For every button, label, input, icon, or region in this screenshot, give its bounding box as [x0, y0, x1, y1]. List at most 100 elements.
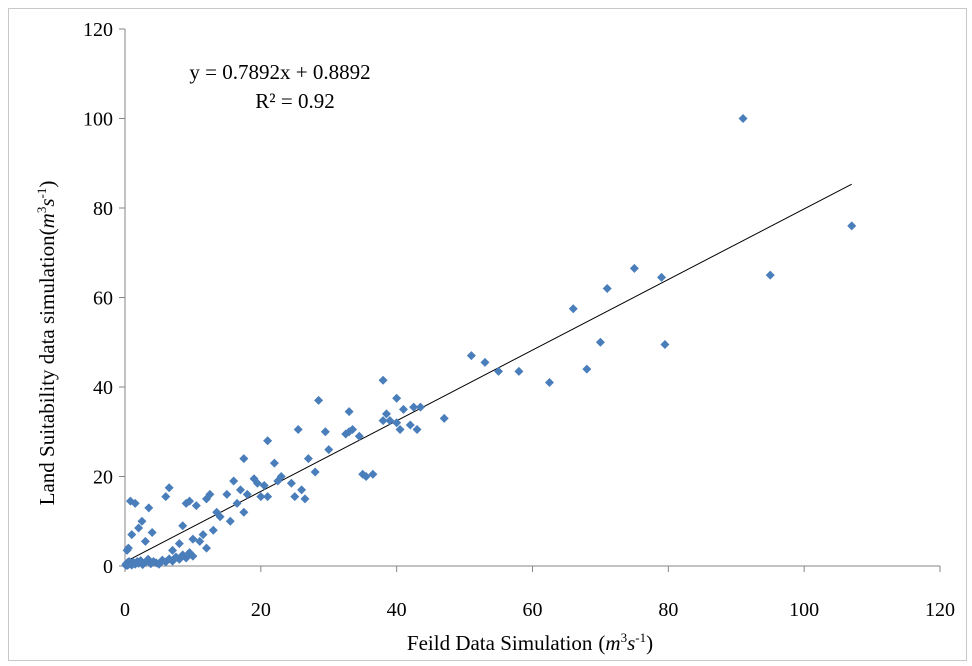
- data-point: [198, 530, 208, 540]
- data-point: [354, 431, 364, 441]
- data-point: [178, 521, 188, 531]
- data-point: [225, 516, 235, 526]
- data-point: [480, 357, 490, 367]
- data-point: [494, 366, 504, 376]
- x-tick-label: 120: [925, 599, 955, 621]
- data-point: [310, 467, 320, 477]
- data-point: [276, 472, 286, 481]
- y-unit-mid: s: [35, 198, 59, 206]
- data-point: [195, 536, 205, 546]
- data-point: [439, 413, 449, 423]
- trendline: [124, 183, 852, 563]
- x-unit-mid: s: [627, 631, 635, 655]
- y-tick-label: 120: [83, 19, 113, 41]
- x-unit-exp2: -1: [635, 630, 646, 645]
- data-point: [222, 489, 232, 499]
- data-point: [660, 339, 670, 349]
- data-point: [378, 375, 388, 385]
- data-point: [398, 404, 408, 414]
- data-point: [320, 427, 330, 437]
- r-squared-label: R² = 0.92: [255, 89, 334, 113]
- data-point: [303, 454, 313, 464]
- data-point: [188, 534, 198, 544]
- y-unit-base: m: [35, 213, 59, 228]
- data-point: [293, 425, 303, 435]
- y-axis-title-text: Land Suitability data simulation: [35, 235, 59, 506]
- data-point: [368, 469, 378, 479]
- data-point: [657, 272, 667, 282]
- x-tick-label: 40: [387, 599, 407, 621]
- data-point: [324, 445, 334, 455]
- data-point: [378, 416, 388, 426]
- data-point: [314, 395, 324, 405]
- data-point: [205, 489, 215, 499]
- data-point: [544, 378, 554, 388]
- data-point: [568, 304, 578, 314]
- data-point: [361, 472, 371, 481]
- y-tick-label: 100: [83, 109, 113, 131]
- y-tick-label: 60: [93, 288, 113, 310]
- x-axis-title: Feild Data Simulation (m3s-1): [407, 630, 653, 655]
- data-point: [514, 366, 524, 376]
- data-point: [263, 436, 273, 446]
- data-point: [595, 337, 605, 347]
- data-point: [395, 425, 405, 435]
- y-unit-exp1: 3: [34, 207, 49, 214]
- data-point: [381, 409, 391, 419]
- x-tick-label: 100: [789, 599, 819, 621]
- data-point: [405, 420, 415, 430]
- data-point: [174, 539, 184, 549]
- y-tick-label: 20: [93, 467, 113, 489]
- data-point: [208, 525, 218, 535]
- x-unit-exp1: 3: [621, 630, 628, 645]
- data-point: [235, 485, 245, 495]
- data-point: [134, 523, 144, 533]
- data-point: [263, 492, 273, 502]
- data-point: [409, 402, 419, 412]
- data-point: [348, 425, 358, 435]
- data-point: [239, 507, 249, 517]
- data-point: [300, 494, 310, 504]
- data-point: [161, 492, 171, 502]
- points-layer: [121, 114, 857, 571]
- data-point: [242, 489, 252, 499]
- data-point: [252, 478, 262, 488]
- data-point: [290, 492, 300, 502]
- y-tick-label: 80: [93, 198, 113, 220]
- x-tick-label: 0: [120, 599, 130, 621]
- trendline-equation: y = 0.7892x + 0.8892: [189, 60, 370, 84]
- data-point: [385, 416, 395, 426]
- data-point: [847, 221, 857, 231]
- data-point: [412, 425, 422, 435]
- x-unit-base: m: [605, 631, 620, 655]
- data-point: [738, 114, 748, 123]
- data-point: [147, 527, 157, 537]
- data-point: [239, 454, 249, 464]
- data-point: [765, 270, 775, 280]
- y-axis-title: Land Suitability data simulation(m3s-1): [34, 181, 59, 506]
- data-point: [168, 545, 178, 555]
- data-point: [466, 351, 476, 361]
- data-point: [286, 478, 296, 488]
- data-point: [130, 498, 140, 508]
- x-tick-label: 80: [658, 599, 678, 621]
- data-point: [415, 402, 425, 412]
- x-tick-label: 20: [251, 599, 271, 621]
- data-point: [392, 418, 402, 428]
- y-tick-label: 0: [103, 556, 113, 578]
- data-point: [140, 536, 150, 546]
- data-point: [297, 485, 307, 495]
- data-point: [123, 543, 133, 553]
- data-point: [629, 263, 639, 273]
- data-point: [191, 501, 201, 511]
- data-point: [229, 476, 239, 486]
- data-point: [269, 458, 279, 468]
- data-point: [256, 492, 266, 502]
- data-point: [185, 496, 195, 506]
- data-point: [602, 284, 612, 294]
- data-point: [164, 483, 174, 493]
- y-unit-exp2: -1: [34, 188, 49, 199]
- x-axis-title-text: Feild Data Simulation: [407, 631, 593, 655]
